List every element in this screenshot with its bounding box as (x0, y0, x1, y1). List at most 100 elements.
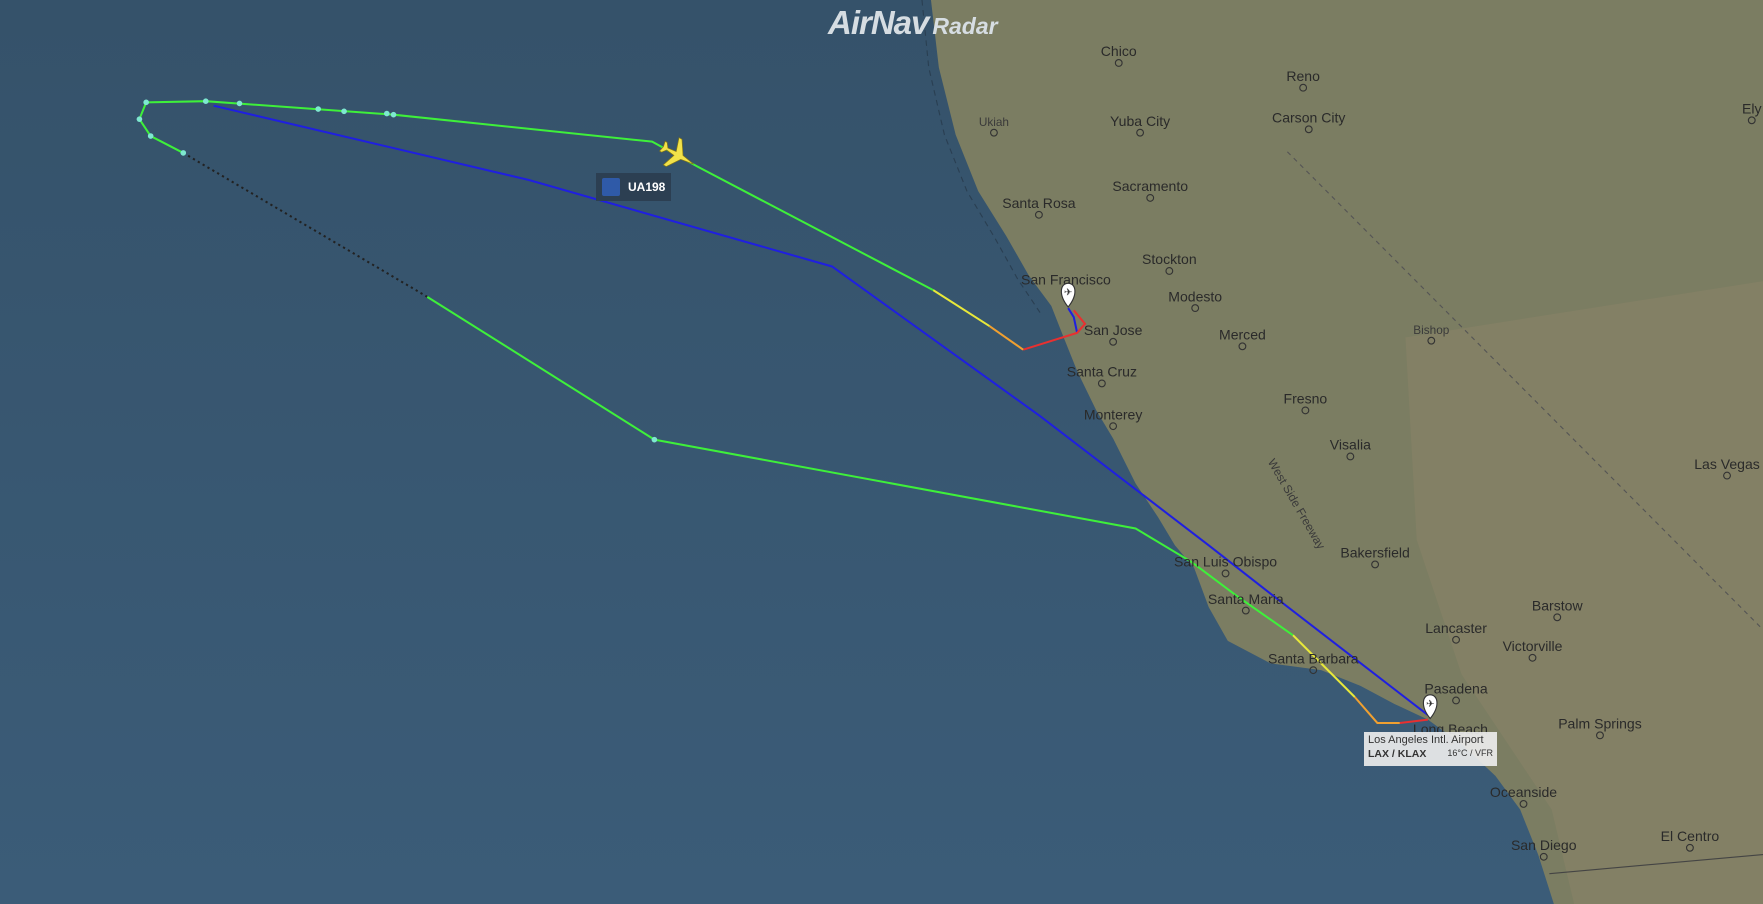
track-red-approach (1399, 718, 1429, 724)
track-waypoint[interactable] (341, 108, 347, 115)
airport-tooltip: Los Angeles Intl. Airport LAX / KLAX 16°C… (1364, 732, 1497, 766)
city-label: Santa Rosa (1002, 195, 1076, 219)
svg-text:Stockton: Stockton (1142, 251, 1197, 267)
city-label: Sacramento (1112, 178, 1188, 202)
city-dot (1241, 606, 1250, 615)
lax-airport-marker[interactable]: ✈ (1422, 694, 1438, 720)
airline-logo-icon (602, 178, 620, 196)
track-waypoint[interactable] (143, 99, 149, 106)
svg-text:San Luis Obispo: San Luis Obispo (1174, 554, 1277, 570)
city-dot (1346, 452, 1355, 461)
city-label: Modesto (1168, 288, 1222, 313)
svg-text:San Francisco: San Francisco (1021, 271, 1111, 287)
track-green-return (426, 295, 1294, 637)
city-label: El Centro (1661, 828, 1720, 852)
svg-text:Chico: Chico (1101, 43, 1137, 59)
track-red-sfo (1022, 309, 1087, 351)
track-waypoint[interactable] (651, 436, 658, 443)
city-label: Pasadena (1424, 681, 1488, 705)
city-label: San Diego (1511, 837, 1577, 861)
city-label: Oceanside (1490, 784, 1557, 808)
city-dot (1304, 125, 1313, 134)
track-waypoint[interactable] (180, 150, 187, 156)
airport-plane-icon: ✈ (1426, 699, 1434, 710)
city-dot (990, 128, 998, 137)
sfo-airport-marker[interactable]: ✈ (1060, 282, 1076, 308)
svg-text:Lancaster: Lancaster (1425, 620, 1487, 636)
svg-text:Pasadena: Pasadena (1424, 681, 1487, 697)
city-dot (1109, 422, 1118, 431)
city-dot (1685, 843, 1694, 852)
svg-text:Oceanside: Oceanside (1490, 784, 1557, 800)
city-dot (1747, 116, 1756, 125)
track-blue-sfo (1067, 307, 1079, 334)
track-waypoint[interactable] (147, 133, 154, 139)
track-orange-approach (1354, 696, 1400, 724)
svg-text:San Jose: San Jose (1084, 322, 1143, 338)
svg-text:Carson City: Carson City (1272, 110, 1345, 126)
city-dot (1427, 336, 1436, 345)
city-label: Carson City (1272, 110, 1345, 134)
city-dot (1146, 193, 1155, 202)
city-dot (1452, 696, 1460, 705)
city-dot (1596, 731, 1604, 740)
aircraft-icon[interactable] (655, 133, 702, 178)
city-label: Monterey (1084, 406, 1142, 431)
svg-text:Modesto: Modesto (1168, 288, 1222, 304)
track-waypoint[interactable] (390, 111, 397, 118)
track-yellow-sfo (932, 289, 990, 327)
svg-text:Santa Rosa: Santa Rosa (1002, 195, 1076, 211)
city-dot (1191, 304, 1200, 313)
svg-text:Santa Cruz: Santa Cruz (1067, 364, 1137, 380)
city-label: Ukiah (979, 115, 1009, 137)
city-label: Merced (1219, 327, 1266, 351)
city-label: Barstow (1532, 598, 1583, 622)
svg-text:Sacramento: Sacramento (1112, 178, 1188, 194)
city-label: Bishop (1413, 323, 1450, 345)
city-dot (1301, 406, 1310, 415)
city-label: Bakersfield (1340, 545, 1410, 569)
city-dot (1109, 337, 1118, 346)
city-label: Santa Cruz (1067, 364, 1137, 388)
mexico-border (1549, 853, 1763, 875)
track-waypoint[interactable] (315, 106, 322, 112)
city-dot (1371, 560, 1380, 569)
city-label: Santa Barbara (1268, 650, 1359, 675)
city-dot (1114, 59, 1123, 67)
svg-text:Reno: Reno (1286, 68, 1320, 84)
track-waypoint[interactable] (236, 100, 243, 107)
city-dot (1723, 471, 1731, 480)
city-label: Santa Maria (1208, 591, 1284, 615)
airport-weather: 16°C / VFR (1447, 748, 1493, 758)
track-waypoint[interactable] (202, 98, 209, 105)
svg-text:Yuba City: Yuba City (1110, 113, 1170, 129)
city-label: Lancaster (1425, 620, 1487, 644)
track-blue (213, 104, 1429, 716)
city-label: Yuba City (1110, 113, 1170, 137)
svg-text:El Centro: El Centro (1661, 828, 1720, 844)
track-orange-sfo (988, 325, 1024, 351)
track-waypoint[interactable] (136, 116, 143, 122)
city-label: Las Vegas (1694, 456, 1760, 480)
svg-text:Bishop: Bishop (1413, 323, 1450, 337)
track-waypoint[interactable] (383, 110, 390, 117)
city-label: Chico (1101, 43, 1137, 67)
svg-text:Bakersfield: Bakersfield (1340, 545, 1409, 561)
svg-text:Ely: Ely (1742, 101, 1762, 117)
city-label: Reno (1286, 68, 1320, 92)
svg-text:Merced: Merced (1219, 327, 1266, 343)
city-dot (1238, 342, 1247, 351)
city-label: Fresno (1284, 391, 1328, 415)
city-label: Visalia (1330, 437, 1371, 461)
svg-text:Palm Springs: Palm Springs (1558, 716, 1642, 732)
flight-label[interactable]: UA198 (596, 173, 672, 201)
city-dot (1528, 653, 1537, 662)
city-dot (1309, 666, 1318, 675)
track-gap-dotted (182, 152, 428, 298)
svg-text:Fresno: Fresno (1284, 391, 1328, 407)
city-label: Ely (1742, 101, 1762, 125)
flight-callsign: UA198 (628, 180, 666, 194)
city-dot (1539, 852, 1548, 861)
svg-text:Las Vegas: Las Vegas (1694, 456, 1760, 472)
